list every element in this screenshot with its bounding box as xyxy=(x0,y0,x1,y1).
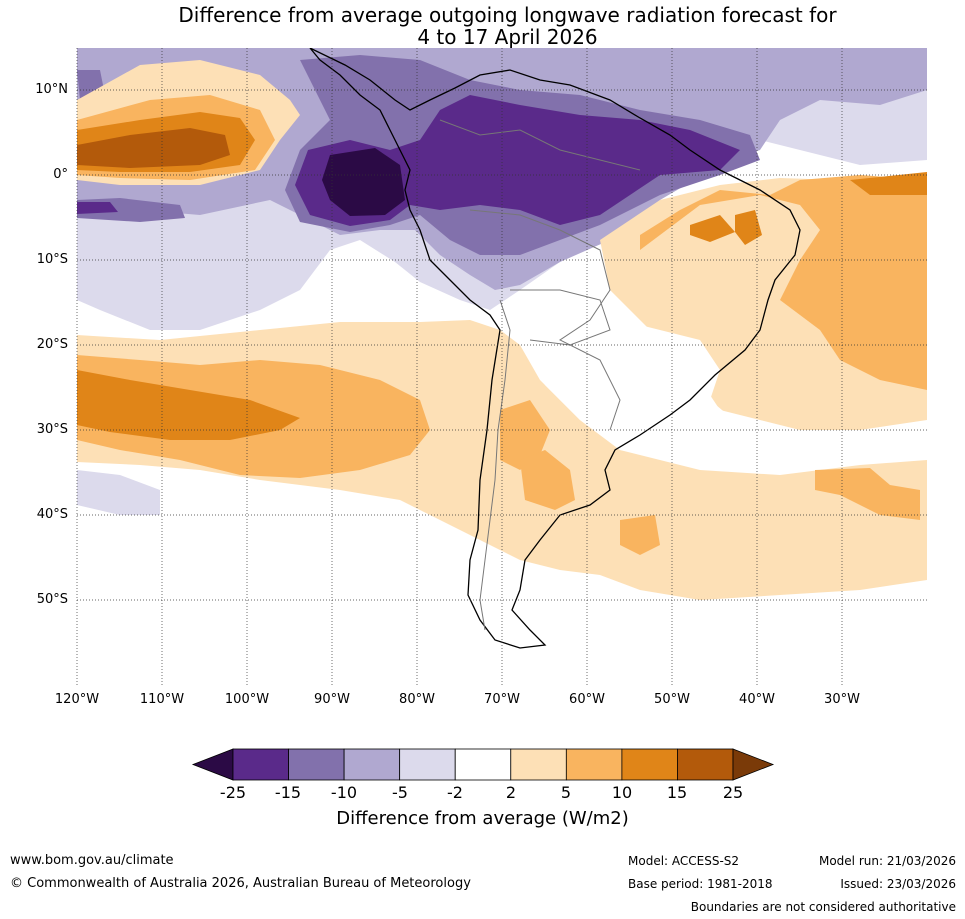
lon-label-90w: 90°W xyxy=(314,692,350,707)
anomaly-band-plus10-south xyxy=(77,370,300,440)
lat-label-40s: 40°S xyxy=(36,507,68,522)
colorbar-extend-low xyxy=(191,748,234,781)
anomaly-band-plus15-north xyxy=(77,128,230,168)
lon-label-50w: 50°W xyxy=(654,692,690,707)
colorbar-tick-5: 2 xyxy=(505,783,517,802)
colorbar-segments xyxy=(191,748,775,781)
anomaly-band-plus5-argentina xyxy=(500,400,550,470)
colorbar-segment-3 xyxy=(399,748,456,781)
anomaly-band-plus5-brazil xyxy=(640,175,927,390)
colorbar-tick-8: 15 xyxy=(666,783,688,802)
border-bolivia xyxy=(510,289,611,346)
coastlines xyxy=(309,48,801,649)
website-link[interactable]: www.bom.gov.au/climate xyxy=(10,853,174,868)
colorbar-tick-1: -15 xyxy=(274,783,302,802)
lon-label-100w: 100°W xyxy=(224,692,270,707)
colorbar-segment-6 xyxy=(565,748,623,781)
colorbar-tick-4: -2 xyxy=(447,783,463,802)
base-period-text: Base period: 1981-2018 xyxy=(628,877,773,891)
colorbar-segment-4 xyxy=(454,748,512,781)
border-brazil xyxy=(469,209,621,431)
model-run-text: Model run: 21/03/2026 xyxy=(818,854,956,868)
lat-label-10s: 10°S xyxy=(36,252,68,267)
colorbar-segment-1 xyxy=(288,748,345,781)
lon-label-60w: 60°W xyxy=(569,692,605,707)
lon-label-70w: 70°W xyxy=(484,692,520,707)
lat-label-50s: 50°S xyxy=(36,592,68,607)
lat-label-10n: 10°N xyxy=(35,82,68,97)
disclaimer-text: Boundaries are not considered authoritat… xyxy=(690,900,956,914)
anomaly-band-minus2-sw xyxy=(77,470,160,515)
issued-text: Issued: 23/03/2026 xyxy=(840,877,956,891)
gridlines xyxy=(76,48,927,685)
lon-label-80w: 80°W xyxy=(399,692,435,707)
colorbar-segment-0 xyxy=(232,748,289,781)
lat-label-0: 0° xyxy=(53,167,68,182)
anomaly-field xyxy=(77,48,927,600)
anomaly-band-plus10-brazil xyxy=(690,215,735,242)
anomaly-band-minus10-west xyxy=(77,202,118,214)
colorbar-tick-7: 10 xyxy=(611,783,633,802)
coastline-americas xyxy=(309,48,801,649)
border-north xyxy=(439,119,641,171)
colorbar-tick-3: -5 xyxy=(392,783,408,802)
lon-label-40w: 40°W xyxy=(739,692,775,707)
colorbar-extend-high xyxy=(732,748,775,781)
anomaly-band-minus25 xyxy=(322,148,405,216)
lat-label-30s: 30°S xyxy=(36,422,68,437)
colorbar-tick-6: 5 xyxy=(560,783,572,802)
lon-label-110w: 110°W xyxy=(139,692,185,707)
colorbar-label: Difference from average (W/m2) xyxy=(336,808,629,829)
copyright-text: © Commonwealth of Australia 2026, Austra… xyxy=(10,876,471,891)
anomaly-band-plus10-east xyxy=(850,172,927,195)
neutral-zone xyxy=(525,325,740,460)
anomaly-band-plus5-atlantic-c xyxy=(815,468,920,520)
colorbar-segment-8 xyxy=(677,748,734,781)
lon-label-120w: 120°W xyxy=(54,692,100,707)
model-text: Model: ACCESS-S2 xyxy=(628,854,740,868)
anomaly-band-plus10-brazil-b xyxy=(735,210,762,245)
colorbar-segment-2 xyxy=(343,748,401,781)
lon-label-30w: 30°W xyxy=(824,692,860,707)
chart-title: Difference from average outgoing longwav… xyxy=(0,4,965,48)
colorbar-tick-9: 25 xyxy=(722,783,744,802)
lat-label-20s: 20°S xyxy=(36,337,68,352)
colorbar-segment-7 xyxy=(621,748,678,781)
colorbar-segment-5 xyxy=(510,748,567,781)
country-borders xyxy=(439,119,641,631)
anomaly-band-plus5-atlantic-b xyxy=(620,515,660,555)
colorbar-tick-2: -10 xyxy=(330,783,358,802)
colorbar-tick-0: -25 xyxy=(219,783,247,802)
title-line-2: 4 to 17 April 2026 xyxy=(417,25,598,49)
title-line-1: Difference from average outgoing longwav… xyxy=(178,3,837,27)
anomaly-band-plus5-atlantic xyxy=(520,450,575,510)
border-andes xyxy=(479,299,511,631)
